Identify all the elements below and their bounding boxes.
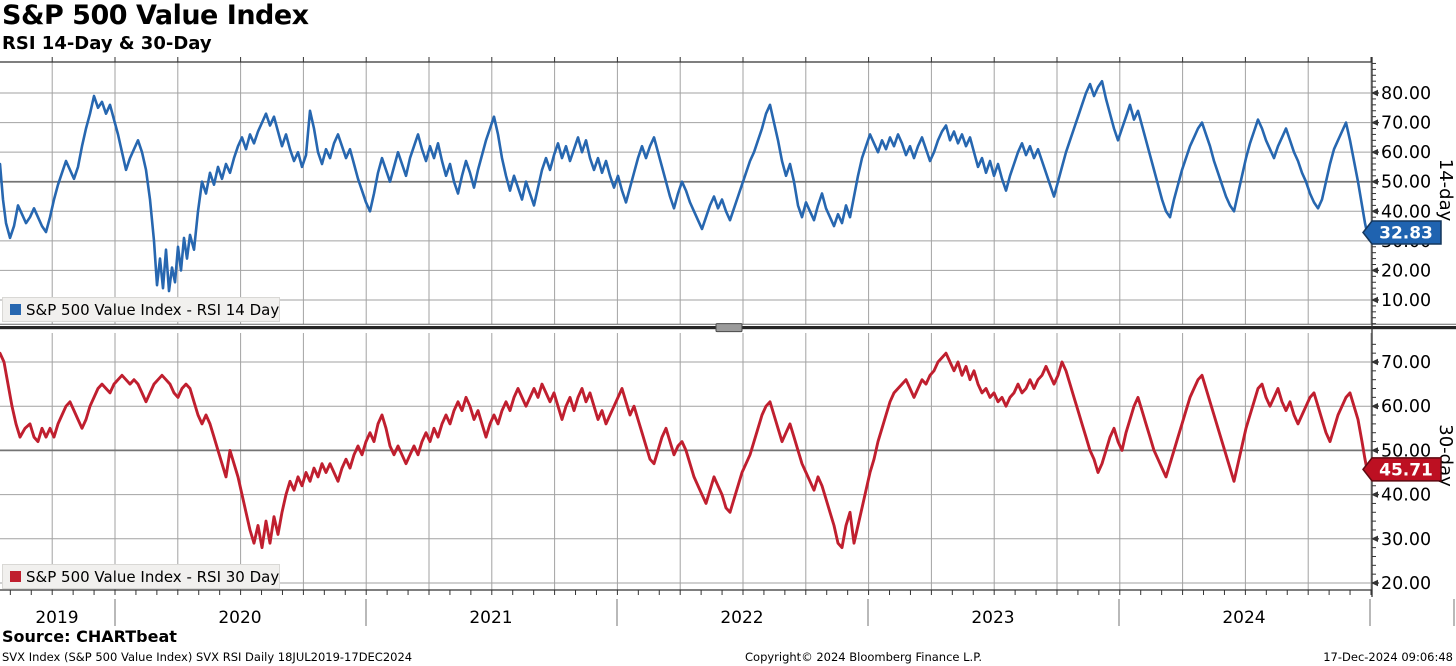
x-axis-year-label: 2024 [1222,608,1265,628]
y-tick-label: 10.00 [1381,291,1431,311]
y-tick-label: 50.00 [1381,441,1431,461]
y-major-tick-arrow [1371,403,1378,410]
x-axis-year-label: 2023 [971,608,1014,628]
rsi30-line [0,351,1369,550]
legend-rsi-14[interactable]: S&P 500 Value Index - RSI 14 Day [2,297,280,322]
y-major-tick-arrow [1371,535,1378,542]
footer-timestamp: 17-Dec-2024 09:06:48 [1323,650,1453,664]
legend-swatch-rsi-30-icon [10,571,21,582]
y-major-tick-arrow [1371,491,1378,498]
page-title: S&P 500 Value Index [2,0,309,31]
y-tick-label: 70.00 [1381,114,1431,134]
y-major-tick-arrow [1371,296,1378,304]
rsi30-last-value-badge [1362,457,1442,482]
x-axis-year-label: 2021 [469,608,512,628]
y-major-tick-arrow [1371,148,1378,156]
y-tick-label: 40.00 [1381,486,1431,506]
page-subtitle: RSI 14-Day & 30-Day [2,33,212,54]
y-major-tick-arrow [1371,358,1378,366]
y-major-tick-arrow [1371,579,1378,587]
rsi30-last-value-text: 45.71 [1379,460,1433,480]
legend-swatch-rsi-14-icon [10,304,21,315]
y-axis-title-rsi14: 14-day [1435,159,1456,222]
y-major-tick-arrow [1371,208,1378,215]
rsi14-last-value-text: 32.83 [1379,223,1433,243]
rsi14-last-value-badge [1362,220,1442,245]
y-tick-label: 60.00 [1381,143,1431,163]
y-tick-label: 80.00 [1381,84,1431,104]
x-axis-year-label: 2020 [218,608,261,628]
y-tick-label: 20.00 [1381,261,1431,281]
panel-rsi30 [0,333,1372,590]
y-tick-label: 60.00 [1381,397,1431,417]
y-major-tick-arrow [1371,178,1378,185]
y-tick-label: 20.00 [1381,574,1431,594]
y-tick-label: 70.00 [1381,353,1431,373]
legend-rsi-30-label: S&P 500 Value Index - RSI 30 Day [26,567,280,586]
panel-divider-handle[interactable] [715,323,743,333]
y-major-tick-arrow [1371,447,1378,454]
y-tick-label: 30.00 [1381,530,1431,550]
panel-rsi14 [0,62,1372,324]
x-axis-year-label: 2019 [35,608,78,628]
y-tick-label: 40.00 [1381,202,1431,222]
y-major-tick-arrow [1371,267,1378,274]
y-major-tick-arrow [1371,119,1378,126]
rsi14-line [0,79,1369,293]
footer-security-descriptor: SVX Index (S&P 500 Value Index) SVX RSI … [2,650,413,664]
x-axis-year-label: 2022 [720,608,763,628]
y-tick-label: 50.00 [1381,173,1431,193]
footer-copyright: Copyright© 2024 Bloomberg Finance L.P. [745,650,982,664]
y-major-tick-arrow [1371,89,1378,97]
footer-source: Source: CHARTbeat [2,627,177,646]
legend-rsi-30[interactable]: S&P 500 Value Index - RSI 30 Day [2,564,280,589]
legend-rsi-14-label: S&P 500 Value Index - RSI 14 Day [26,300,280,319]
